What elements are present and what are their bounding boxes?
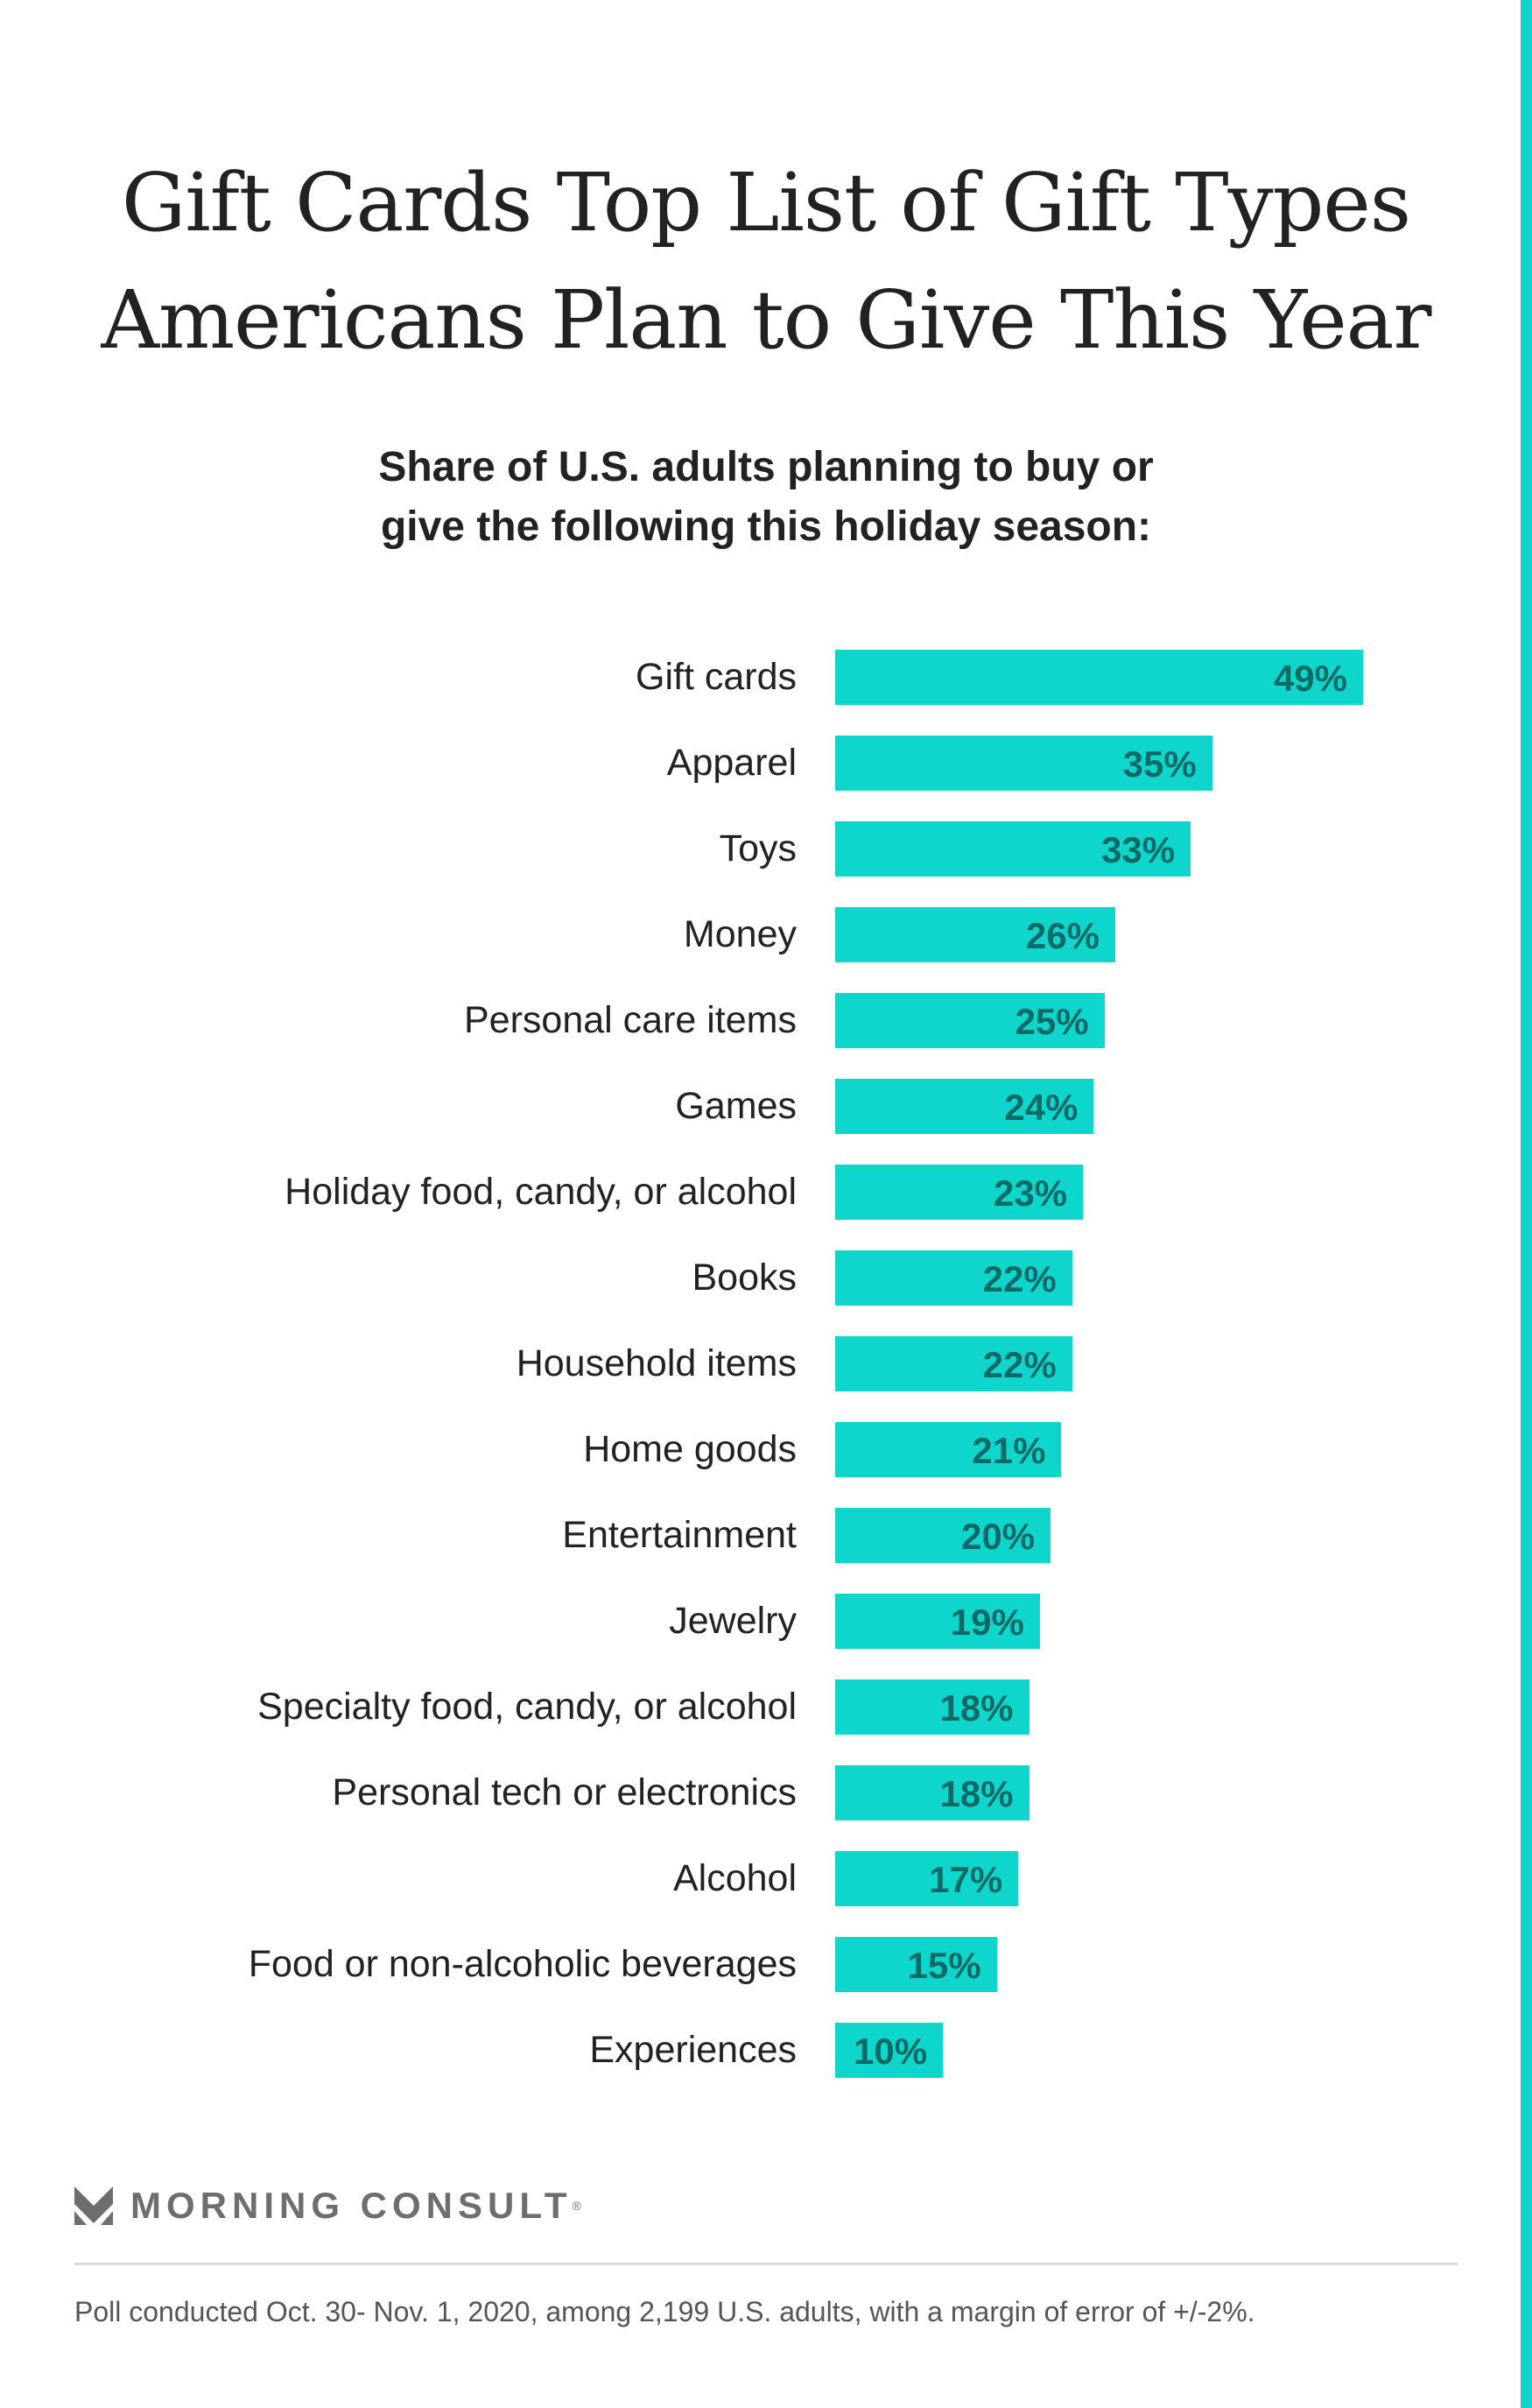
value-label: 26%	[1025, 915, 1100, 956]
value-label: 19%	[950, 1602, 1024, 1643]
chart-title: Gift Cards Top List of Gift Types Americ…	[0, 144, 1532, 379]
bar: 25%	[835, 993, 1105, 1048]
value-label: 18%	[939, 1687, 1014, 1729]
category-label: Toys	[719, 827, 797, 870]
logo-text: MORNING CONSULT	[130, 2185, 573, 2226]
value-label: 22%	[982, 1258, 1057, 1299]
bar: 49%	[835, 650, 1363, 705]
bar: 15%	[835, 1937, 997, 1992]
title-line-1: Gift Cards Top List of Gift Types	[121, 156, 1411, 250]
category-label: Household items	[516, 1342, 797, 1384]
bar: 26%	[835, 907, 1115, 962]
bar: 35%	[835, 736, 1212, 791]
category-label: Gift cards	[636, 656, 797, 698]
value-label: 49%	[1273, 658, 1347, 699]
bar: 24%	[835, 1079, 1094, 1134]
morning-consult-m-icon	[74, 2186, 113, 2225]
registered-mark: ®	[572, 2199, 581, 2213]
value-label: 24%	[1004, 1087, 1079, 1128]
morning-consult-logo: MORNING CONSULT ®	[74, 2185, 581, 2227]
category-label: Apparel	[666, 742, 797, 784]
bar: 33%	[835, 821, 1191, 877]
footer-divider	[74, 2263, 1458, 2265]
subtitle-line-1: Share of U.S. adults planning to buy or	[378, 444, 1154, 490]
value-label: 35%	[1122, 743, 1197, 785]
category-label: Personal care items	[464, 999, 797, 1041]
footnote: Poll conducted Oct. 30- Nov. 1, 2020, am…	[74, 2296, 1255, 2327]
category-label: Experiences	[589, 2029, 797, 2071]
bar: 20%	[835, 1508, 1051, 1563]
category-label: Home goods	[583, 1428, 797, 1470]
value-label: 21%	[972, 1430, 1046, 1471]
category-label: Holiday food, candy, or alcohol	[285, 1171, 797, 1213]
value-label: 20%	[961, 1516, 1036, 1557]
value-label: 25%	[1015, 1001, 1089, 1042]
value-label: 23%	[993, 1172, 1068, 1214]
value-label: 10%	[853, 2031, 928, 2072]
category-label: Alcohol	[672, 1857, 797, 1899]
value-label: 17%	[929, 1859, 1003, 1900]
value-label: 22%	[982, 1344, 1057, 1385]
bar: 22%	[835, 1336, 1072, 1391]
chart-subtitle: Share of U.S. adults planning to buy or …	[0, 438, 1532, 557]
title-line-2: Americans Plan to Give This Year	[101, 273, 1432, 367]
value-label: 15%	[907, 1945, 981, 1986]
category-label: Personal tech or electronics	[332, 1771, 797, 1813]
category-label: Money	[683, 913, 797, 955]
bar: 18%	[835, 1679, 1030, 1735]
subtitle-line-2: give the following this holiday season:	[380, 503, 1152, 550]
category-label: Jewelry	[669, 1600, 797, 1642]
category-label: Books	[692, 1257, 797, 1299]
bar: 17%	[835, 1851, 1019, 1906]
bar: 22%	[835, 1250, 1072, 1306]
accent-edge-stripe	[1521, 0, 1532, 2408]
category-label: Food or non-alcoholic beverages	[248, 1943, 797, 1985]
bar: 21%	[835, 1422, 1062, 1477]
bar: 18%	[835, 1765, 1030, 1820]
category-label: Specialty food, candy, or alcohol	[257, 1686, 797, 1728]
category-label: Games	[675, 1085, 797, 1127]
category-label: Entertainment	[562, 1514, 797, 1556]
value-label: 33%	[1101, 829, 1176, 870]
bar: 10%	[835, 2023, 944, 2078]
bar: 19%	[835, 1594, 1040, 1649]
value-label: 18%	[939, 1773, 1014, 1814]
bar: 23%	[835, 1165, 1084, 1220]
